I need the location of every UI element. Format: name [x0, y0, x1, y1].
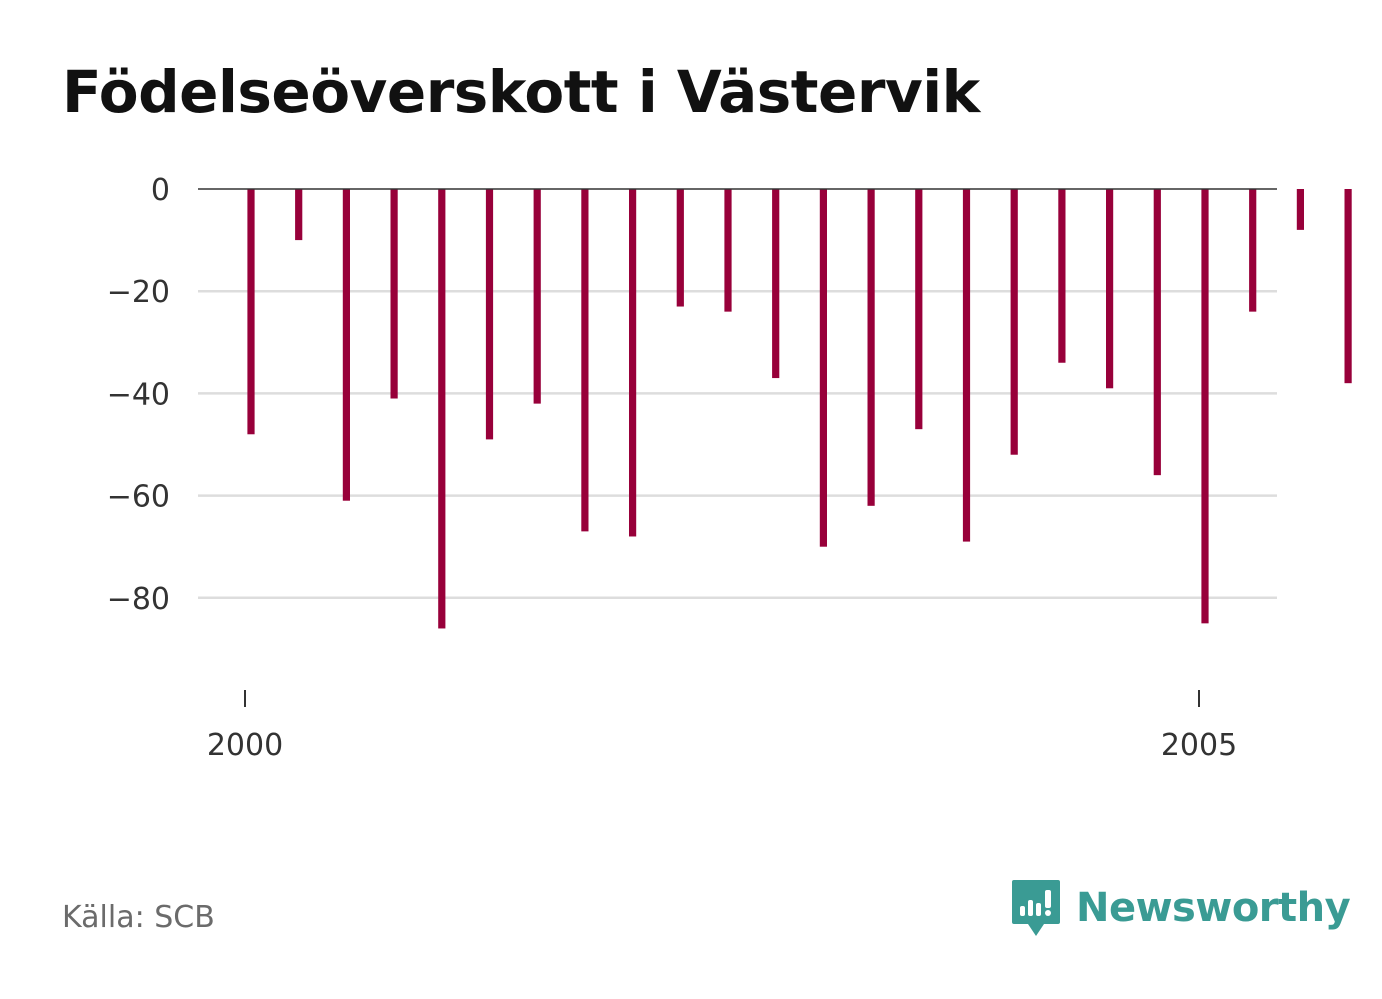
- bar: [772, 189, 780, 379]
- grid-lines: [198, 289, 1277, 600]
- bar: [533, 189, 541, 404]
- chart-title: Födelseöverskott i Västervik: [62, 58, 980, 126]
- bar: [867, 189, 875, 506]
- y-tick-label: −20: [107, 275, 170, 310]
- y-tick-label: −60: [107, 480, 170, 515]
- bar: [342, 189, 350, 501]
- bar-chart: 0−20−40−60−80 200020052010201520202025: [107, 173, 1352, 763]
- bar: [819, 189, 827, 547]
- source-label: Källa: SCB: [62, 900, 215, 935]
- bar: [629, 189, 637, 537]
- bar: [1106, 189, 1114, 389]
- bar: [1249, 189, 1257, 312]
- bar: [295, 189, 303, 241]
- bar: [915, 189, 923, 430]
- bar: [1010, 189, 1018, 455]
- bar: [485, 189, 494, 440]
- bar: [1344, 189, 1352, 384]
- x-tick-label: 2005: [1161, 728, 1237, 763]
- y-axis-ticks: 0 −20 −40 −60 −80: [107, 173, 170, 617]
- chart-speech-bubble-icon: [1012, 880, 1060, 936]
- brand-name: Newsworthy: [1076, 885, 1351, 931]
- bar: [438, 189, 446, 629]
- bar: [247, 189, 255, 435]
- y-tick-label: −80: [107, 582, 170, 617]
- bar-series: [247, 189, 1352, 629]
- bar: [724, 189, 732, 312]
- bar: [676, 189, 684, 307]
- bar: [1058, 189, 1066, 363]
- brand-logo[interactable]: Newsworthy: [1010, 878, 1351, 938]
- bar: [1201, 189, 1209, 624]
- bar: [1296, 189, 1304, 230]
- bar: [581, 189, 589, 532]
- x-axis-ticks: 200020052010201520202025: [207, 690, 1237, 763]
- x-tick-label: 2000: [207, 728, 283, 763]
- bar: [390, 189, 398, 399]
- y-tick-label: −40: [107, 377, 170, 412]
- bar: [1153, 189, 1161, 476]
- y-tick-label: 0: [151, 173, 170, 208]
- bar: [962, 189, 971, 542]
